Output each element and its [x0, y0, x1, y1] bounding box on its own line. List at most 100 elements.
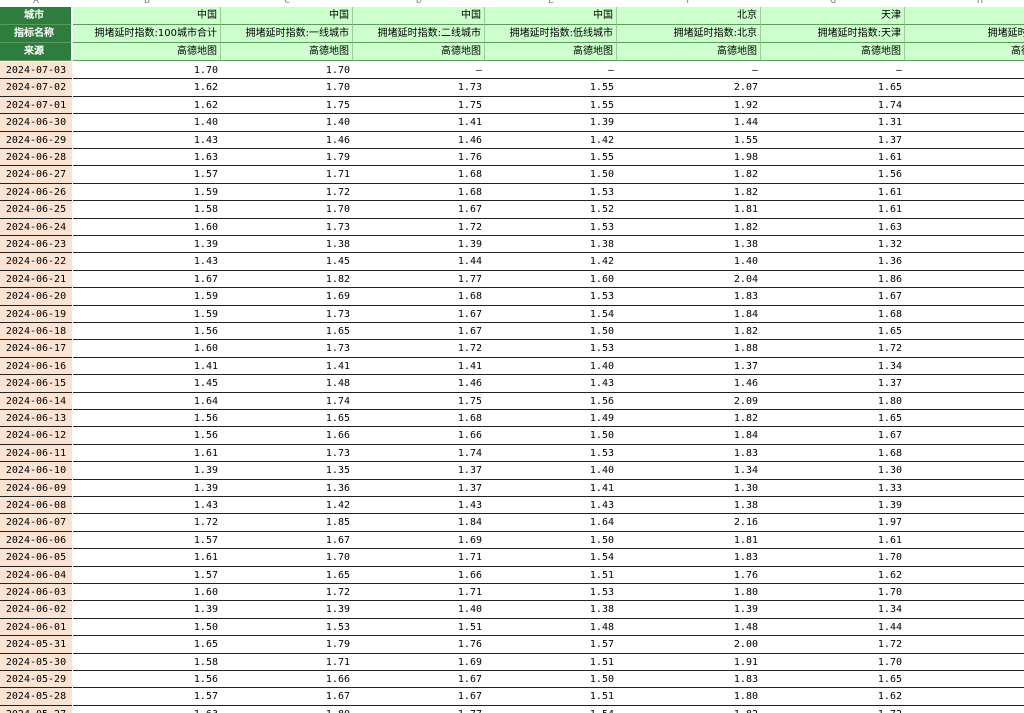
header-cell: 高德地图 — [353, 43, 485, 61]
value-cell: 1.69 — [353, 654, 485, 671]
value-cell: 1.37 — [353, 462, 485, 480]
value-cell — [905, 253, 1024, 271]
date-cell: 2024-06-07 — [0, 514, 72, 532]
data-row: 2024-05-31 1.65 1.79 1.76 1.57 2.00 1.72 — [0, 636, 1024, 654]
data-row: 2024-06-10 1.39 1.35 1.37 1.40 1.34 1.30 — [0, 462, 1024, 480]
value-cell — [905, 306, 1024, 323]
value-cell: 1.63 — [761, 219, 905, 236]
value-cell: 1.72 — [221, 184, 353, 202]
data-row: 2024-06-09 1.39 1.36 1.37 1.41 1.30 1.33 — [0, 479, 1024, 497]
data-row: 2024-06-07 1.72 1.85 1.84 1.64 2.16 1.97 — [0, 514, 1024, 532]
column-letter: D — [415, 0, 423, 6]
value-cell: 1.40 — [73, 114, 221, 132]
value-cell: 1.41 — [353, 114, 485, 132]
value-cell: 1.43 — [73, 497, 221, 515]
value-cell: 1.82 — [221, 271, 353, 289]
value-cell: 1.60 — [73, 340, 221, 358]
data-row: 2024-05-29 1.56 1.66 1.67 1.50 1.83 1.65 — [0, 671, 1024, 689]
value-cell: 1.75 — [221, 97, 353, 115]
value-cell: 1.72 — [221, 584, 353, 602]
header-cell: 拥堵延时指数:二线城市 — [353, 25, 485, 43]
value-cell: 1.72 — [73, 514, 221, 532]
value-cell: 1.53 — [485, 288, 617, 306]
value-cell — [905, 288, 1024, 306]
value-cell — [905, 567, 1024, 584]
value-cell: 1.81 — [617, 201, 761, 219]
data-row: 2024-06-22 1.43 1.45 1.44 1.42 1.40 1.36 — [0, 253, 1024, 271]
value-cell: 1.68 — [353, 166, 485, 184]
header-cell: 高德地图 — [485, 43, 617, 61]
value-cell — [905, 149, 1024, 167]
value-cell: — — [353, 62, 485, 80]
value-cell — [905, 601, 1024, 619]
value-cell: 1.65 — [73, 636, 221, 654]
header-cell: 拥堵延时指数:100城市合计 — [73, 25, 221, 43]
date-cell: 2024-07-01 — [0, 96, 72, 115]
value-cell: 1.42 — [221, 497, 353, 515]
date-cell: 2024-06-25 — [0, 201, 72, 219]
value-cell — [905, 706, 1024, 713]
value-cell: 1.68 — [353, 288, 485, 306]
value-cell: 1.37 — [761, 375, 905, 393]
date-cell: 2024-06-06 — [0, 531, 72, 550]
value-cell: 1.82 — [617, 323, 761, 341]
value-cell: 1.38 — [617, 497, 761, 515]
value-cell: 1.50 — [485, 323, 617, 341]
value-cell: 1.48 — [485, 619, 617, 637]
value-cell: 1.64 — [485, 514, 617, 532]
value-cell — [905, 166, 1024, 184]
value-cell: 1.77 — [353, 706, 485, 713]
header-row: 来源高德地图高德地图高德地图高德地图高德地图高德地图高德地图 — [0, 43, 1024, 61]
value-cell: 1.37 — [353, 480, 485, 497]
value-cell — [905, 62, 1024, 80]
value-cell: 1.83 — [617, 288, 761, 306]
data-row: 2024-06-29 1.43 1.46 1.46 1.42 1.55 1.37 — [0, 131, 1024, 149]
value-cell: 1.62 — [761, 688, 905, 706]
value-cell: 1.61 — [761, 184, 905, 202]
value-cell: 1.38 — [485, 601, 617, 619]
date-cell: 2024-06-05 — [0, 549, 72, 567]
value-cell — [905, 79, 1024, 97]
value-cell: 1.39 — [353, 236, 485, 254]
value-cell: 1.72 — [761, 636, 905, 654]
date-cell: 2024-06-29 — [0, 131, 72, 149]
value-cell: — — [761, 62, 905, 80]
date-cell: 2024-06-22 — [0, 253, 72, 271]
value-cell: 1.67 — [73, 271, 221, 289]
value-cell: 1.74 — [761, 97, 905, 115]
value-cell: 1.45 — [221, 253, 353, 271]
value-cell: 1.62 — [761, 567, 905, 584]
value-cell — [905, 323, 1024, 341]
value-cell: 1.30 — [617, 480, 761, 497]
value-cell: 1.59 — [73, 288, 221, 306]
value-cell: 1.65 — [221, 410, 353, 428]
date-cell: 2024-06-14 — [0, 392, 72, 410]
value-cell: 1.61 — [761, 532, 905, 550]
date-cell: 2024-06-16 — [0, 357, 72, 376]
header-cell: 高德地图 — [761, 43, 905, 61]
date-cell: 2024-06-11 — [0, 444, 72, 463]
date-cell: 2024-06-09 — [0, 479, 72, 497]
date-cell: 2024-06-20 — [0, 288, 72, 306]
data-row: 2024-07-02 1.62 1.70 1.73 1.55 2.07 1.65 — [0, 79, 1024, 97]
value-cell: 1.55 — [485, 79, 617, 97]
value-cell: 1.50 — [485, 427, 617, 445]
value-cell: 1.53 — [485, 340, 617, 358]
data-row: 2024-06-30 1.40 1.40 1.41 1.39 1.44 1.31 — [0, 114, 1024, 132]
value-cell: 1.83 — [617, 549, 761, 567]
value-cell: 1.43 — [485, 497, 617, 515]
value-cell: 1.76 — [353, 636, 485, 654]
value-cell: 1.44 — [617, 114, 761, 132]
value-cell: 1.67 — [353, 688, 485, 706]
value-cell: 1.73 — [221, 306, 353, 323]
value-cell: 1.42 — [485, 132, 617, 149]
value-cell: 1.41 — [485, 480, 617, 497]
data-row: 2024-06-27 1.57 1.71 1.68 1.50 1.82 1.56 — [0, 166, 1024, 184]
value-cell: 1.79 — [221, 149, 353, 167]
value-cell: 1.35 — [221, 462, 353, 480]
header-cell: 中国 — [485, 7, 617, 25]
date-cell: 2024-06-02 — [0, 601, 72, 619]
value-cell: 1.80 — [617, 688, 761, 706]
value-cell: 1.52 — [485, 201, 617, 219]
